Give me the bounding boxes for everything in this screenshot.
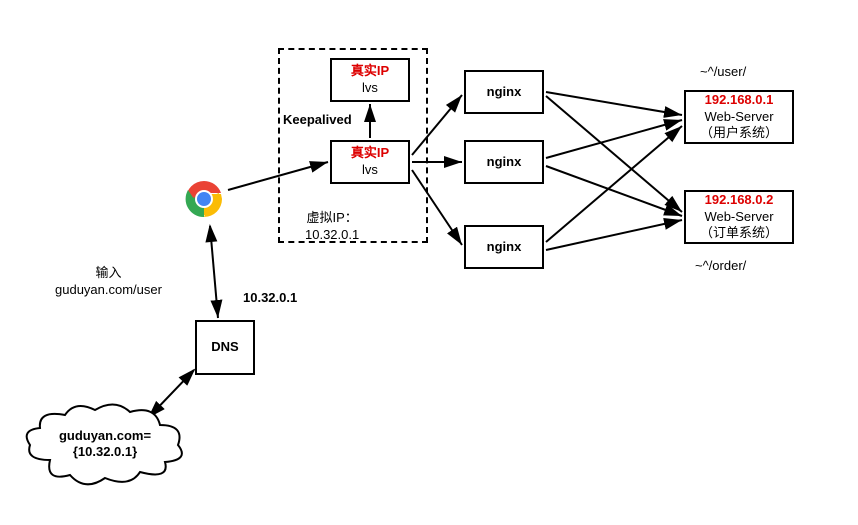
edge-nginx1-web1 <box>546 92 682 115</box>
lvs-bottom-name: lvs <box>362 162 378 179</box>
input-url-label: 输入 guduyan.com/user <box>55 265 162 299</box>
web1-name: Web-Server <box>704 109 773 126</box>
route-user: ~^/user/ <box>700 64 746 81</box>
lvs-top-name: lvs <box>362 80 378 97</box>
web1-ip: 192.168.0.1 <box>705 92 774 109</box>
nginx-node-2: nginx <box>464 140 544 184</box>
edge-nginx1-web2 <box>546 96 682 212</box>
lvs-node-bottom: 真实IP lvs <box>330 140 410 184</box>
cloud-line2: {10.32.0.1} <box>73 444 137 459</box>
dns-reply-label: 10.32.0.1 <box>243 290 297 307</box>
keepalived-label: Keepalived <box>283 112 352 129</box>
lvs-top-real-ip: 真实IP <box>351 63 389 80</box>
dns-label: DNS <box>211 339 238 356</box>
nginx-node-1: nginx <box>464 70 544 114</box>
lvs-node-top: 真实IP lvs <box>330 58 410 102</box>
route-order: ~^/order/ <box>695 258 746 275</box>
nginx2-label: nginx <box>487 154 522 171</box>
web2-sub: （订单系统） <box>700 225 778 242</box>
web1-sub: （用户系统） <box>700 125 778 142</box>
nginx3-label: nginx <box>487 239 522 256</box>
dns-record-cloud: guduyan.com= {10.32.0.1} <box>20 400 190 490</box>
webserver-user: 192.168.0.1 Web-Server （用户系统） <box>684 90 794 144</box>
cloud-line1: guduyan.com= <box>59 428 152 443</box>
web2-ip: 192.168.0.2 <box>705 192 774 209</box>
chrome-icon <box>180 175 228 223</box>
edge-chrome-dns <box>210 226 218 318</box>
edge-nginx3-web1 <box>546 126 682 242</box>
edge-nginx2-web2 <box>546 166 682 216</box>
virtual-ip-label: 虚拟IP： 10.32.0.1 <box>305 210 359 244</box>
lvs-bottom-real-ip: 真实IP <box>351 145 389 162</box>
nginx1-label: nginx <box>487 84 522 101</box>
edge-nginx3-web2 <box>546 220 682 250</box>
webserver-order: 192.168.0.2 Web-Server （订单系统） <box>684 190 794 244</box>
web2-name: Web-Server <box>704 209 773 226</box>
dns-node: DNS <box>195 320 255 375</box>
edge-nginx2-web1 <box>546 120 682 158</box>
nginx-node-3: nginx <box>464 225 544 269</box>
